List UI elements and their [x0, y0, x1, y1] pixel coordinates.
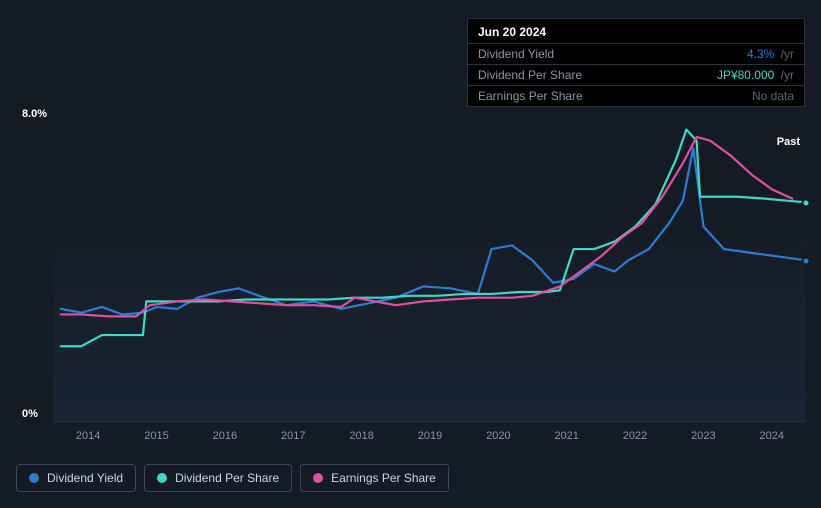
y-axis-min: 0%: [22, 408, 38, 420]
series-end-marker: [802, 256, 811, 265]
x-tick: 2021: [533, 430, 601, 448]
tooltip-row: Earnings Per ShareNo data: [468, 86, 804, 106]
legend-swatch: [29, 473, 39, 483]
x-tick: 2016: [191, 430, 259, 448]
tooltip-label: Earnings Per Share: [478, 89, 752, 103]
dividend-chart: 8.0% 0% Past 201420152016201720182019202…: [16, 108, 806, 448]
tooltip-label: Dividend Yield: [478, 47, 747, 61]
x-tick: 2019: [396, 430, 464, 448]
tooltip-value: 4.3% /yr: [747, 47, 794, 61]
legend-label: Earnings Per Share: [331, 471, 436, 485]
plot-area[interactable]: Past: [54, 122, 806, 422]
legend-swatch: [313, 473, 323, 483]
legend-dividend-yield[interactable]: Dividend Yield: [16, 464, 136, 492]
tooltip-value: JP¥80.000 /yr: [717, 68, 794, 82]
legend-earnings-per-share[interactable]: Earnings Per Share: [300, 464, 449, 492]
x-tick: 2024: [738, 430, 806, 448]
x-tick: 2017: [259, 430, 327, 448]
x-tick: 2023: [669, 430, 737, 448]
x-tick: 2022: [601, 430, 669, 448]
legend-swatch: [157, 473, 167, 483]
series-line: [61, 148, 806, 314]
series-end-marker: [802, 198, 811, 207]
x-tick: 2020: [464, 430, 532, 448]
tooltip-value: No data: [752, 89, 794, 103]
x-tick: 2015: [122, 430, 190, 448]
tooltip-date: Jun 20 2024: [468, 19, 804, 44]
y-axis-max: 8.0%: [22, 108, 47, 120]
legend: Dividend Yield Dividend Per Share Earnin…: [16, 464, 449, 492]
tooltip-row: Dividend Yield4.3% /yr: [468, 44, 804, 65]
legend-dividend-per-share[interactable]: Dividend Per Share: [144, 464, 292, 492]
chart-tooltip: Jun 20 2024 Dividend Yield4.3% /yrDivide…: [467, 18, 805, 107]
x-axis: 2014201520162017201820192020202120222023…: [54, 430, 806, 448]
legend-label: Dividend Per Share: [175, 471, 279, 485]
x-tick: 2014: [54, 430, 122, 448]
tooltip-label: Dividend Per Share: [478, 68, 717, 82]
series-line: [61, 137, 793, 316]
legend-label: Dividend Yield: [47, 471, 123, 485]
x-tick: 2018: [327, 430, 395, 448]
tooltip-row: Dividend Per ShareJP¥80.000 /yr: [468, 65, 804, 86]
